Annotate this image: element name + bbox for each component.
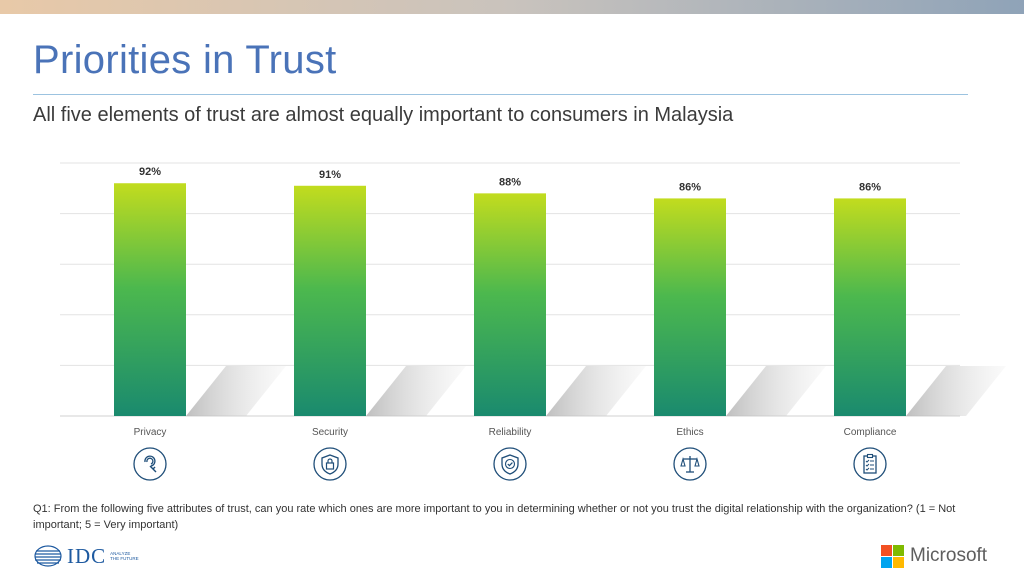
checklist-clipboard-icon <box>853 447 887 481</box>
slide-title: Priorities in Trust <box>33 38 337 82</box>
top-gradient-band <box>0 0 1024 14</box>
shield-lock-icon <box>313 447 347 481</box>
bar-shadow <box>366 366 466 416</box>
category-label-reliability: Reliability <box>489 427 532 438</box>
idc-globe-icon <box>34 545 62 567</box>
shield-check-icon <box>493 447 527 481</box>
idc-tagline: ANALYZE THE FUTURE <box>110 551 139 561</box>
slide-subtitle: All five elements of trust are almost eq… <box>33 104 734 126</box>
fingerprint-key-icon <box>133 447 167 481</box>
bar-shadow <box>906 366 1006 416</box>
bar-privacy <box>114 183 186 416</box>
category-label-privacy: Privacy <box>134 427 167 438</box>
bar-ethics <box>654 198 726 416</box>
category-label-compliance: Compliance <box>844 427 897 438</box>
data-label-ethics: 86% <box>679 181 701 193</box>
bar-shadow <box>546 366 646 416</box>
microsoft-squares-icon <box>881 544 904 568</box>
title-divider <box>33 94 968 95</box>
scales-icon <box>673 447 707 481</box>
category-label-security: Security <box>312 427 348 438</box>
bar-compliance <box>834 198 906 416</box>
idc-wordmark: IDC <box>67 543 107 568</box>
bar-shadow <box>186 366 286 416</box>
idc-logo: IDC ANALYZE THE FUTURE <box>33 543 140 568</box>
data-label-compliance: 86% <box>859 181 881 193</box>
data-label-reliability: 88% <box>499 176 521 188</box>
survey-question-footnote: Q1: From the following five attributes o… <box>33 503 956 531</box>
data-label-security: 91% <box>319 169 341 181</box>
data-label-privacy: 92% <box>139 166 161 178</box>
bar-shadow <box>726 366 826 416</box>
bar-chart: 92% Privacy 91% Security 88% Reliability 86% Et… <box>60 162 1006 438</box>
microsoft-logo: Microsoft <box>881 544 987 568</box>
bar-reliability <box>474 193 546 416</box>
category-label-ethics: Ethics <box>676 427 703 438</box>
microsoft-wordmark: Microsoft <box>910 545 988 566</box>
bar-security <box>294 185 366 416</box>
